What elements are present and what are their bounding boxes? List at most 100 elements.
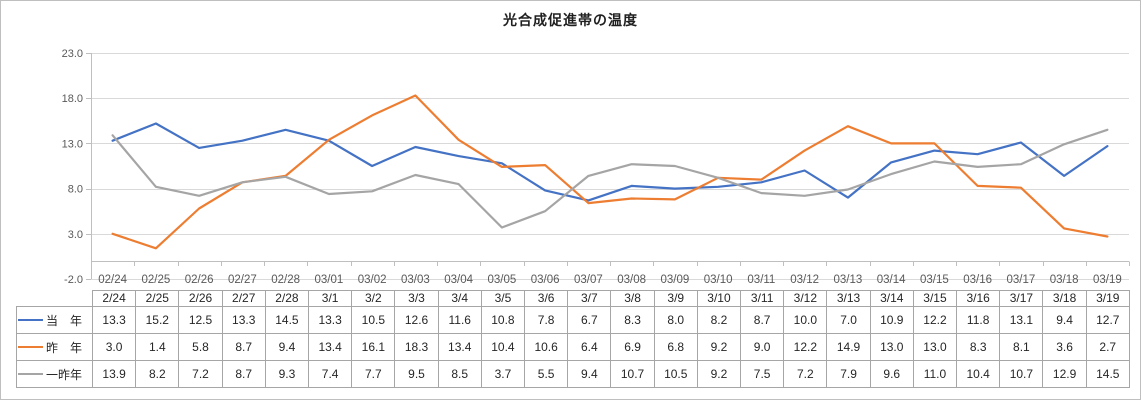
table-cell: 13.4 [308,333,353,361]
legend-label: 昨 年 [46,340,83,355]
table-header-cell: 2/24 [91,290,137,307]
table-cell: 8.7 [221,360,266,388]
x-tick-label: 03/06 [531,274,560,286]
table-cell: 11.6 [437,306,482,334]
y-axis-labels: 23.0 18.0 13.0 8.0 3.0 -2.0 [62,48,83,286]
table-header-cell: 3/7 [567,290,612,307]
table-cell: 12.9 [1042,360,1087,388]
table-cell: 2.7 [1085,333,1130,361]
table-cell: 9.4 [567,360,612,388]
y-axis [86,53,92,280]
legend-line-icon [18,346,43,348]
data-table: 2/24 2/25 2/26 2/27 2/28 3/1 3/2 3/3 3/4 3/5 3/6 3/… [16,290,1130,388]
table-header-cell: 3/15 [912,290,958,307]
x-tick-label: 03/09 [660,274,689,286]
legend-item: 一昨年 [16,360,93,388]
table-header-cell: 3/18 [1042,290,1087,307]
x-tick-label: 03/14 [877,274,906,286]
table-cell: 7.2 [783,360,828,388]
x-axis [91,261,1130,266]
legend-line-icon [18,373,43,375]
y-tick-label: 18.0 [62,93,83,105]
series-line-2 [111,128,1109,229]
table-cell: 8.5 [437,360,482,388]
table-header-row: 2/24 2/25 2/26 2/27 2/28 3/1 3/2 3/3 3/4 3/5 3/6 3/… [17,290,1130,307]
table-header-cell: 3/1 [308,290,353,307]
table-cell: 9.4 [264,333,310,361]
table-cell: 7.2 [178,360,223,388]
table-cell: 8.2 [135,360,180,388]
table-cell: 10.8 [480,306,526,334]
table-cell: 10.0 [783,306,828,334]
table-cell: 5.5 [524,360,569,388]
x-tick-label: 02/24 [98,274,127,286]
x-tick-label: 03/01 [314,274,343,286]
table-cell: 12.2 [912,306,958,334]
table-cell: 8.2 [696,306,742,334]
table-cell: 7.4 [308,360,353,388]
table-header-cell: 3/19 [1085,290,1130,307]
table-cell: 13.3 [308,306,353,334]
table-cell: 9.6 [869,360,914,388]
table-cell: 10.6 [524,333,569,361]
table-cell: 7.8 [524,306,569,334]
table-header-cell: 3/6 [524,290,569,307]
table-header-cell: 2/26 [178,290,223,307]
x-tick-label: 02/25 [141,274,170,286]
table-cell: 6.7 [567,306,612,334]
table-cell: 10.7 [610,360,655,388]
table-header-cell: 3/5 [480,290,526,307]
table-cell: 3.7 [480,360,526,388]
table-cell: 13.3 [91,306,137,334]
table-cell: 9.0 [740,333,785,361]
table-header-cell: 3/10 [696,290,742,307]
table-row: 当 年 13.3 15.2 12.5 13.3 14.5 13.3 10.5 12.6 11.6 1… [16,306,1130,334]
table-cell: 16.1 [351,333,396,361]
table-header-cell: 2/27 [221,290,266,307]
table-cell: 18.3 [394,333,439,361]
x-tick-label: 03/08 [617,274,646,286]
legend-item: 昨 年 [16,333,93,361]
table-cell: 13.0 [912,333,958,361]
gridlines [91,53,1129,280]
x-tick-label: 03/12 [790,274,819,286]
table-cell: 7.9 [826,360,871,388]
table-cell: 13.1 [999,306,1044,334]
chart-title: 光合成促進帯の温度 [503,12,638,28]
table-cell: 10.5 [351,306,396,334]
y-tick-label: 13.0 [62,138,83,150]
table-header-cell: 3/13 [826,290,871,307]
legend-line-icon [18,319,43,321]
table-header-cell: 3/14 [869,290,914,307]
table-cell: 5.8 [178,333,223,361]
table-cell: 8.7 [740,306,785,334]
table-header-cell: 3/9 [653,290,698,307]
x-tick-label: 02/28 [271,274,300,286]
table-header-cell: 3/2 [351,290,396,307]
table-cell: 9.2 [696,333,742,361]
x-tick-label: 03/19 [1093,274,1122,286]
x-tick-label: 03/17 [1006,274,1035,286]
table-cell: 13.4 [437,333,482,361]
x-tick-label: 03/18 [1050,274,1079,286]
legend-item: 当 年 [16,306,93,334]
table-cell: 12.2 [783,333,828,361]
table-cell: 11.8 [956,306,1001,334]
table-cell: 15.2 [135,306,180,334]
legend-label: 一昨年 [46,367,83,382]
table-header-cell: 3/16 [956,290,1001,307]
series-line-0 [111,122,1109,202]
x-tick-label: 03/04 [444,274,473,286]
table-cell: 9.3 [264,360,310,388]
table-cell: 7.7 [351,360,396,388]
table-cell: 10.5 [653,360,698,388]
table-cell: 3.0 [91,333,137,361]
table-header-cell: 3/8 [610,290,655,307]
table-header-cell: 3/4 [437,290,482,307]
table-header-cell: 3/17 [999,290,1044,307]
table-cell: 12.6 [394,306,439,334]
table-corner-cell [17,291,93,307]
x-tick-label: 02/26 [185,274,214,286]
